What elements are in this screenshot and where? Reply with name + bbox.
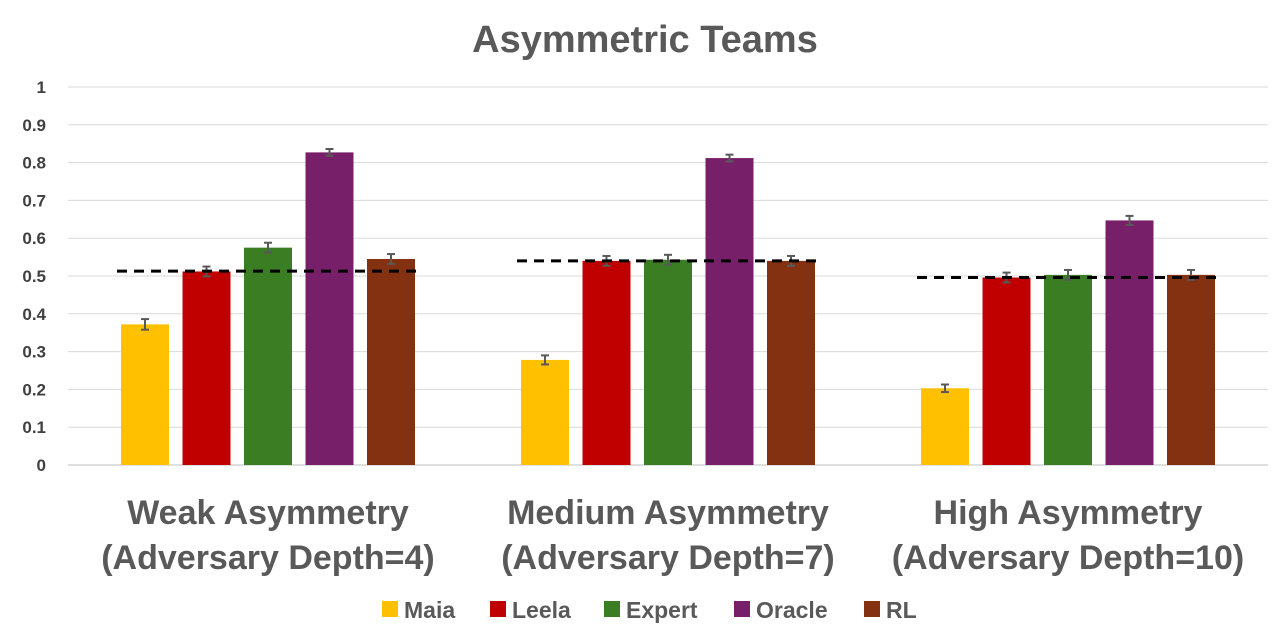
y-tick-label: 0.1 bbox=[22, 418, 46, 437]
bar-rl bbox=[1167, 274, 1215, 465]
y-axis-ticks: 0 0.1 0.2 0.3 0.4 0.5 0.6 0.7 0.8 0.9 1 bbox=[22, 78, 46, 475]
y-tick-label: 0.7 bbox=[22, 191, 46, 210]
category-label-line1: Weak Asymmetry bbox=[127, 494, 409, 532]
legend-swatch-rl bbox=[864, 601, 880, 617]
y-tick-label: 0.5 bbox=[22, 267, 46, 286]
y-tick-label: 0.6 bbox=[22, 229, 46, 248]
bar-oracle bbox=[1105, 220, 1154, 465]
y-tick-label: 0.9 bbox=[22, 116, 46, 135]
bar-leela bbox=[582, 260, 631, 465]
legend-swatch-maia bbox=[382, 601, 398, 617]
bar-expert bbox=[644, 259, 692, 465]
chart-title: Asymmetric Teams bbox=[472, 19, 818, 61]
bar-expert bbox=[1044, 274, 1092, 465]
category-label-line1: High Asymmetry bbox=[934, 494, 1203, 532]
category-labels: Weak Asymmetry (Adversary Depth=4) Medium … bbox=[101, 494, 1244, 577]
legend-swatch-expert bbox=[604, 601, 620, 617]
bar-rl bbox=[767, 260, 815, 465]
category-label-line2: (Adversary Depth=4) bbox=[101, 539, 435, 577]
bars bbox=[121, 152, 1215, 466]
y-tick-label: 0 bbox=[37, 456, 46, 475]
y-tick-label: 1 bbox=[37, 78, 46, 97]
legend-swatch-leela bbox=[490, 601, 506, 617]
bar-leela bbox=[982, 277, 1031, 465]
legend-label-leela: Leela bbox=[512, 597, 571, 623]
y-tick-label: 0.4 bbox=[22, 305, 46, 324]
bar-maia bbox=[521, 359, 569, 465]
bar-leela bbox=[182, 271, 231, 465]
legend-swatch-oracle bbox=[734, 601, 750, 617]
legend-label-expert: Expert bbox=[626, 597, 698, 623]
category-label-line1: Medium Asymmetry bbox=[507, 494, 829, 532]
y-tick-label: 0.8 bbox=[22, 154, 46, 173]
y-tick-label: 0.2 bbox=[22, 380, 46, 399]
error-bars bbox=[141, 147, 1195, 394]
category-label-line2: (Adversary Depth=7) bbox=[501, 539, 835, 577]
bar-rl bbox=[367, 258, 415, 465]
bar-maia bbox=[921, 388, 969, 465]
legend-label-maia: Maia bbox=[404, 597, 455, 623]
bar-oracle bbox=[305, 152, 354, 466]
category-label-line2: (Adversary Depth=10) bbox=[892, 539, 1244, 577]
bar-oracle bbox=[705, 158, 754, 465]
legend: Maia Leela Expert Oracle RL bbox=[382, 597, 917, 623]
legend-label-rl: RL bbox=[886, 597, 917, 623]
bar-expert bbox=[244, 247, 292, 465]
y-tick-label: 0.3 bbox=[22, 343, 46, 362]
legend-label-oracle: Oracle bbox=[756, 597, 828, 623]
bar-maia bbox=[121, 324, 169, 465]
